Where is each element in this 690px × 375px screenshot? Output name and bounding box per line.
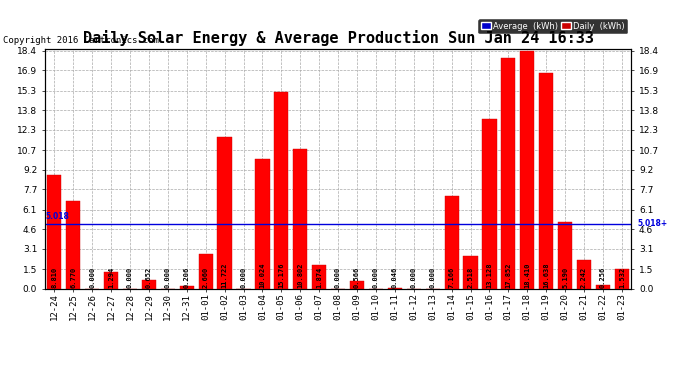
Bar — [464, 256, 477, 289]
Text: 0.566: 0.566 — [354, 267, 360, 288]
Text: 7.166: 7.166 — [448, 267, 455, 288]
Text: 0.206: 0.206 — [184, 267, 190, 288]
Bar — [444, 196, 459, 289]
Text: 0.652: 0.652 — [146, 267, 152, 288]
Text: 18.410: 18.410 — [524, 262, 531, 288]
Bar — [179, 286, 194, 289]
Text: 17.852: 17.852 — [505, 262, 511, 288]
Text: 16.638: 16.638 — [543, 262, 549, 288]
Legend: Average  (kWh), Daily  (kWh): Average (kWh), Daily (kWh) — [478, 20, 627, 33]
Text: 0.000: 0.000 — [127, 267, 133, 288]
Text: 11.722: 11.722 — [221, 262, 228, 288]
Text: 1.294: 1.294 — [108, 267, 114, 288]
Bar — [350, 281, 364, 289]
Text: 0.046: 0.046 — [392, 267, 398, 288]
Title: Daily Solar Energy & Average Production Sun Jan 24 16:33: Daily Solar Energy & Average Production … — [83, 30, 593, 46]
Bar — [388, 288, 402, 289]
Text: 0.000: 0.000 — [411, 267, 417, 288]
Text: 2.660: 2.660 — [203, 267, 208, 288]
Text: 0.000: 0.000 — [335, 267, 341, 288]
Text: 6.770: 6.770 — [70, 267, 76, 288]
Text: 13.128: 13.128 — [486, 262, 493, 288]
Text: 5.018: 5.018 — [46, 211, 70, 220]
Bar — [482, 119, 497, 289]
Text: 15.176: 15.176 — [278, 262, 284, 288]
Bar — [539, 74, 553, 289]
Text: 2.518: 2.518 — [468, 267, 473, 288]
Bar — [199, 254, 213, 289]
Text: 0.000: 0.000 — [89, 267, 95, 288]
Bar — [520, 51, 534, 289]
Bar — [47, 175, 61, 289]
Text: 10.802: 10.802 — [297, 262, 304, 288]
Bar — [577, 260, 591, 289]
Text: 0.000: 0.000 — [373, 267, 379, 288]
Bar — [312, 264, 326, 289]
Text: 8.810: 8.810 — [51, 267, 57, 288]
Bar — [217, 137, 232, 289]
Text: 10.024: 10.024 — [259, 262, 266, 288]
Text: 5.190: 5.190 — [562, 267, 568, 288]
Text: 1.532: 1.532 — [619, 267, 625, 288]
Bar — [558, 222, 572, 289]
Bar — [142, 280, 156, 289]
Bar — [596, 285, 610, 289]
Text: 0.000: 0.000 — [241, 267, 246, 288]
Text: 0.000: 0.000 — [430, 267, 435, 288]
Text: Copyright 2016 Cartronics.com: Copyright 2016 Cartronics.com — [3, 36, 159, 45]
Bar — [274, 92, 288, 289]
Bar — [66, 201, 80, 289]
Text: 1.874: 1.874 — [316, 267, 322, 288]
Text: 5.018+: 5.018+ — [638, 219, 667, 228]
Text: 0.256: 0.256 — [600, 267, 606, 288]
Bar — [615, 269, 629, 289]
Text: 2.242: 2.242 — [581, 267, 587, 288]
Bar — [104, 272, 118, 289]
Bar — [255, 159, 270, 289]
Bar — [293, 149, 307, 289]
Bar — [501, 58, 515, 289]
Text: 0.000: 0.000 — [165, 267, 171, 288]
